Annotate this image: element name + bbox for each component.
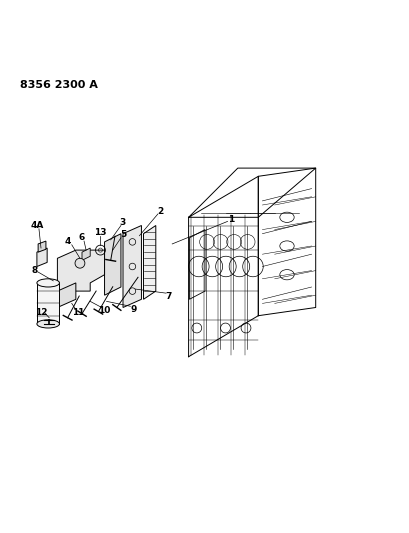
Text: 12: 12 (35, 308, 47, 317)
Text: 3: 3 (119, 217, 126, 227)
Polygon shape (104, 233, 121, 295)
Polygon shape (57, 250, 104, 291)
Circle shape (75, 259, 85, 268)
Polygon shape (143, 225, 155, 300)
Polygon shape (37, 283, 59, 324)
Text: 4: 4 (64, 237, 71, 246)
Text: 9: 9 (130, 305, 136, 314)
Polygon shape (82, 248, 90, 260)
Polygon shape (37, 248, 47, 266)
Polygon shape (57, 283, 76, 308)
Ellipse shape (37, 320, 59, 328)
Text: 5: 5 (119, 230, 126, 239)
Ellipse shape (37, 279, 59, 287)
Text: 2: 2 (156, 207, 163, 216)
Polygon shape (38, 241, 46, 252)
Text: 13: 13 (94, 228, 106, 237)
Text: 10: 10 (98, 306, 110, 315)
Text: 7: 7 (164, 292, 171, 301)
Text: 8356 2300 A: 8356 2300 A (20, 80, 98, 90)
Text: 6: 6 (79, 233, 85, 243)
Text: 11: 11 (72, 308, 84, 317)
Text: 8: 8 (31, 266, 38, 275)
Polygon shape (123, 225, 141, 308)
Text: 1: 1 (228, 215, 234, 224)
Text: 4A: 4A (30, 221, 43, 230)
